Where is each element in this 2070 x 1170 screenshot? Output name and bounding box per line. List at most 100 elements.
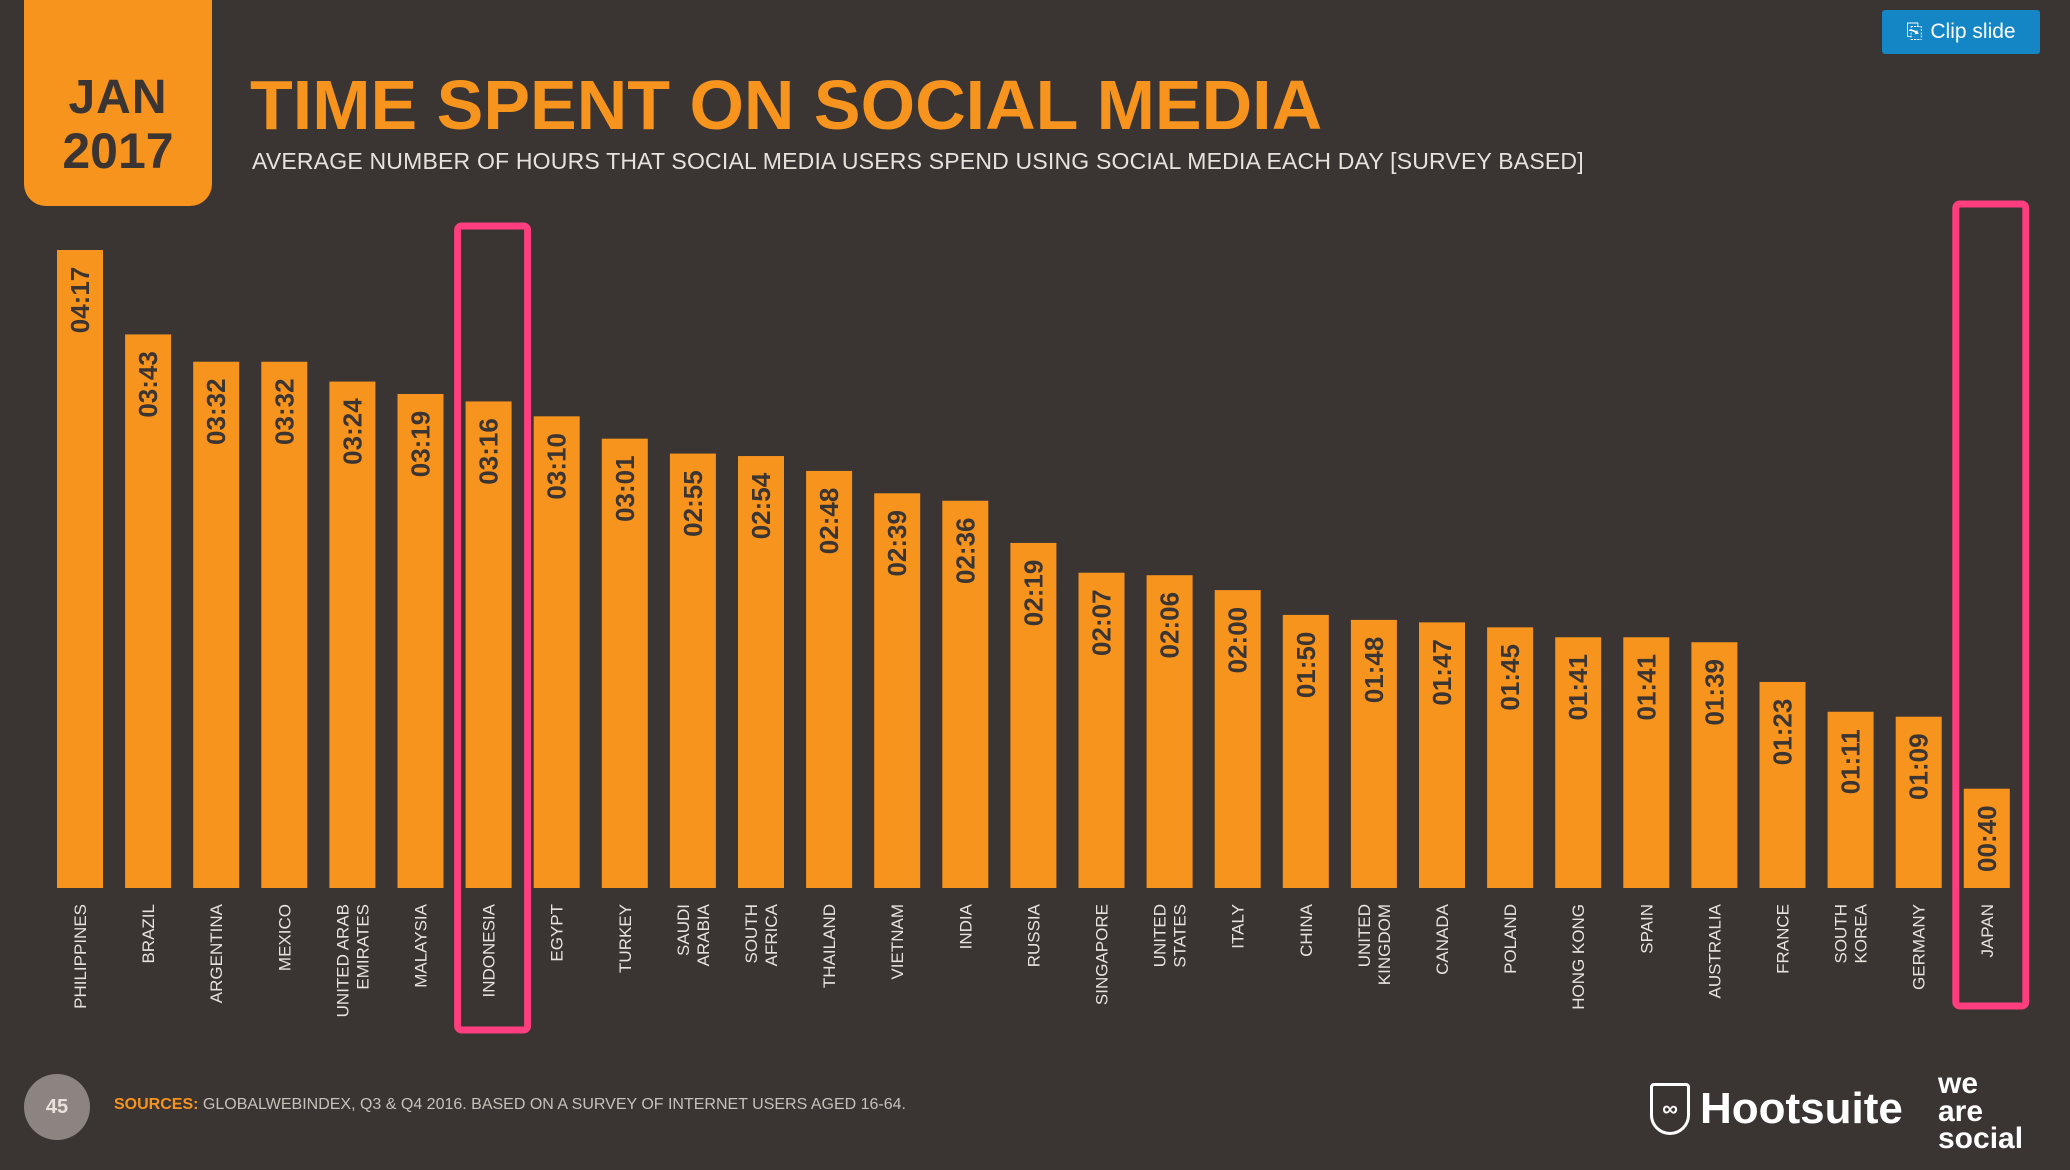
category-label-united-kingdom: UNITEDKINGDOM [1355,904,1394,985]
category-label-thailand: THAILAND [820,904,839,988]
bar-value-united-kingdom: 01:48 [1359,637,1389,704]
bar-indonesia [465,401,512,888]
category-label-south-africa: SOUTHAFRICA [742,903,781,966]
category-label-poland: POLAND [1501,904,1520,974]
bar-value-argentina: 03:32 [201,378,231,445]
clip-slide-button[interactable]: ⎘ Clip slide [1882,10,2040,54]
category-label-singapore: SINGAPORE [1093,904,1112,1005]
bar-japan [1963,788,2010,888]
bar-value-indonesia: 03:16 [474,418,504,485]
bar-value-philippines: 04:17 [65,267,95,334]
category-label-spain: SPAIN [1637,904,1656,954]
badge-year: 2017 [62,123,174,179]
category-label-germany: GERMANY [1910,904,1929,990]
category-label-japan: JAPAN [1978,904,1997,958]
bar-value-spain: 01:41 [1631,654,1661,721]
we-are-social-logo: we are social [1938,1067,2048,1156]
bar-brazil [125,334,172,888]
bar-value-malaysia: 03:19 [406,411,436,478]
bar-value-vietnam: 02:39 [882,510,912,577]
hootsuite-logo: ∞ Hootsuite [1650,1076,1903,1142]
category-label-china: CHINA [1297,903,1316,957]
bar-argentina [193,361,240,889]
category-label-italy: ITALY [1229,904,1248,949]
hootsuite-wordmark: Hootsuite [1700,1084,1903,1133]
bar-poland [1487,627,1534,888]
category-label-argentina: ARGENTINA [207,903,226,1003]
bar-malaysia [397,393,444,888]
bar-value-united-arab-emirates: 03:24 [337,398,367,465]
category-label-brazil: BRAZIL [139,904,158,964]
bar-value-thailand: 02:48 [814,488,844,555]
bar-singapore [1078,572,1125,888]
bar-india [942,500,989,888]
bar-value-singapore: 02:07 [1087,589,1117,656]
bar-russia [1010,542,1057,888]
bar-value-germany: 01:09 [1904,733,1934,800]
bar-philippines [57,250,103,888]
bar-value-hong-kong: 01:41 [1563,654,1593,721]
bar-value-japan: 00:40 [1972,805,2002,872]
bar-south-korea [1827,711,1874,888]
bar-united-states [1146,575,1193,888]
page-subtitle: AVERAGE NUMBER OF HOURS THAT SOCIAL MEDI… [252,148,1584,174]
bar-saudi-arabia [669,453,716,888]
bar-value-canada: 01:47 [1427,639,1457,706]
was-line-3: social [1938,1122,2024,1156]
clip-slide-label: Clip slide [1930,20,2016,43]
category-label-australia: AUSTRALIA [1705,903,1724,998]
category-label-philippines: PHILIPPINES [71,904,90,1009]
bar-united-arab-emirates [329,381,376,888]
bar-value-saudi-arabia: 02:55 [678,470,708,537]
was-line-2: are [1938,1094,1984,1128]
category-label-russia: RUSSIA [1024,903,1043,967]
category-label-united-arab-emirates: UNITED ARABEMIRATES [333,904,372,1017]
sources-label: SOURCES: [114,1096,199,1113]
category-label-vietnam: VIETNAM [888,904,907,980]
bar-value-france: 01:23 [1768,699,1798,766]
bar-value-united-states: 02:06 [1155,592,1185,659]
category-label-south-korea: SOUTHKOREA [1832,903,1871,963]
highlight-box-indonesia [454,222,532,1034]
clip-icon: ⎘ [1906,20,1923,43]
bar-australia [1691,642,1738,888]
was-line-1: we [1938,1067,1979,1100]
bar-value-italy: 02:00 [1223,607,1253,674]
bar-vietnam [874,493,921,888]
bar-germany [1895,716,1942,888]
category-label-saudi-arabia: SAUDIARABIA [674,903,713,966]
bar-italy [1214,590,1261,888]
bar-value-turkey: 03:01 [610,455,640,522]
bar-hong-kong [1555,637,1602,888]
category-label-france: FRANCE [1774,904,1793,974]
category-label-canada: CANADA [1433,903,1452,975]
category-label-turkey: TURKEY [616,904,635,973]
sources-note: SOURCES: GLOBALWEBINDEX, Q3 & Q4 2016. B… [114,1096,906,1114]
category-label-india: INDIA [956,903,975,949]
bar-value-australia: 01:39 [1699,659,1729,726]
bar-france [1759,681,1806,888]
page-number: 45 [24,1074,90,1140]
bar-value-poland: 01:45 [1495,644,1525,711]
badge-month: JAN [68,71,168,124]
highlight-box-japan [1952,200,2030,1010]
sources-text: GLOBALWEBINDEX, Q3 & Q4 2016. BASED ON A… [202,1096,906,1113]
bar-value-brazil: 03:43 [133,351,163,418]
category-label-mexico: MEXICO [275,904,294,971]
bar-value-china: 01:50 [1291,632,1321,699]
owl-icon: ∞ [1650,1083,1690,1135]
date-badge: JAN 2017 [24,0,212,206]
bar-value-india: 02:36 [950,517,980,584]
bar-china [1282,614,1329,888]
bar-spain [1623,637,1670,888]
category-label-united-states: UNITEDSTATES [1151,904,1190,968]
bar-thailand [806,470,853,888]
bar-egypt [533,416,580,888]
bar-turkey [601,438,648,888]
category-label-egypt: EGYPT [548,904,567,962]
bar-united-kingdom [1350,619,1397,888]
bar-value-south-africa: 02:54 [746,472,776,539]
bar-value-egypt: 03:10 [542,433,572,500]
bar-value-mexico: 03:32 [269,378,299,445]
